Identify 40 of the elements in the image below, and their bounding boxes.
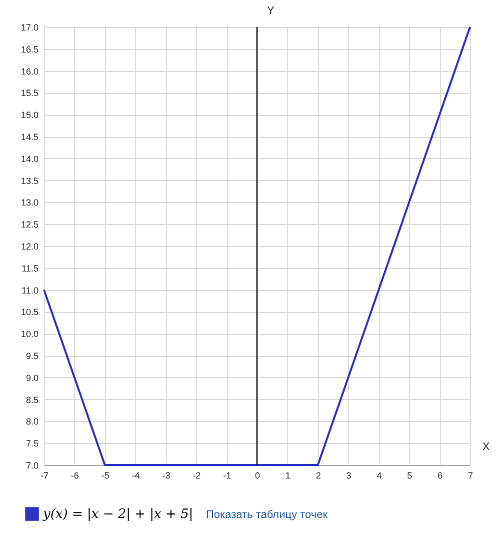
x-tick-label: 3 xyxy=(346,470,352,480)
y-tick-label: 11.5 xyxy=(22,263,38,274)
x-tick-label: 7 xyxy=(468,470,474,480)
y-axis-title: Y xyxy=(267,5,275,17)
y-tick-label: 10.0 xyxy=(20,329,38,340)
x-tick-label: 5 xyxy=(407,470,412,480)
x-tick-label: 4 xyxy=(376,470,382,480)
y-tick-label: 13.0 xyxy=(20,198,38,208)
x-tick-label: -5 xyxy=(101,470,110,480)
y-tick-label: 13.5 xyxy=(20,176,38,186)
y-tick-label: 14.5 xyxy=(20,132,38,142)
y-tick-label: 12.0 xyxy=(20,242,38,252)
y-tick-label: 8.0 xyxy=(26,416,38,427)
x-tick-label: -1 xyxy=(223,470,232,480)
y-tick-label: 9.5 xyxy=(26,351,38,361)
y-tick-label: 7.5 xyxy=(26,438,38,449)
y-tick-label: 10.5 xyxy=(20,307,38,318)
y-tick-label: 7.0 xyxy=(26,460,38,470)
y-tick-label: 14.0 xyxy=(20,154,38,164)
y-tick-label: 12.5 xyxy=(20,220,38,230)
legend-label: y(x) = |x − 2| + |x + 5| xyxy=(42,507,194,522)
y-tick-label: 15.5 xyxy=(20,88,38,98)
y-tick-label: 16.5 xyxy=(20,44,38,54)
y-tick-label: 17.0 xyxy=(20,22,38,32)
y-tick-label: 11.0 xyxy=(22,285,38,296)
y-tick-label: 9.0 xyxy=(26,372,38,383)
y-tick-label: 15.0 xyxy=(20,110,38,120)
x-tick-label: 2 xyxy=(316,470,321,480)
y-tick-label: 16.0 xyxy=(20,66,38,76)
x-tick-label: -6 xyxy=(70,470,79,480)
x-tick-label: 1 xyxy=(285,470,290,480)
x-tick-label: -7 xyxy=(40,470,49,480)
x-tick-label: -2 xyxy=(192,470,201,480)
y-tick-label: 8.5 xyxy=(26,394,38,405)
x-tick-label: 0 xyxy=(254,470,260,480)
x-tick-label: -3 xyxy=(162,470,170,480)
text: Показать таблицу точек xyxy=(206,509,328,521)
x-tick-label: 6 xyxy=(438,470,443,480)
x-axis-title: X xyxy=(482,441,490,453)
x-tick-label: -4 xyxy=(132,470,140,480)
